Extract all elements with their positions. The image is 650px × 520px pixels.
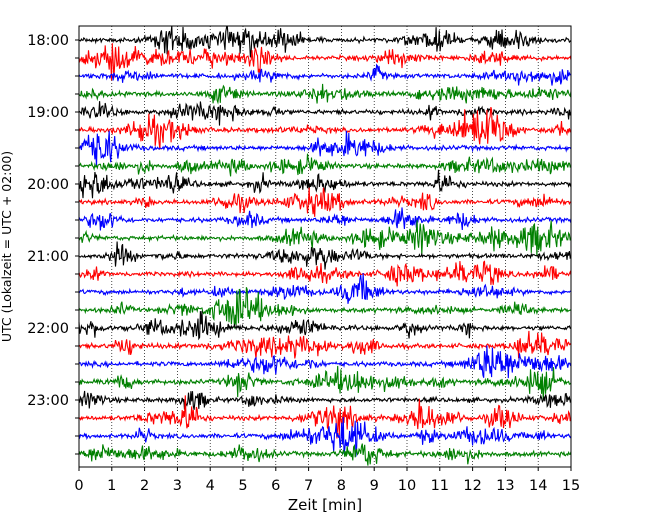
x-tick-label: 1 <box>107 478 116 494</box>
seismogram-trace <box>78 25 572 58</box>
seismogram-trace <box>78 395 572 439</box>
seismogram-trace <box>78 345 572 379</box>
y-tick-label: 18:00 <box>27 33 69 49</box>
x-tick-label: 15 <box>562 478 580 494</box>
seismogram-trace <box>78 101 572 126</box>
seismogram-trace <box>78 272 572 304</box>
x-tick-label: 0 <box>74 478 83 494</box>
y-axis: 18:00 19:00 20:00 21:00 22:00 23:00 <box>27 33 79 455</box>
x-tick-label: 3 <box>173 478 182 494</box>
seismogram-trace <box>79 130 572 168</box>
y-tick-label: 23:00 <box>27 393 69 409</box>
seismogram-trace <box>78 241 572 270</box>
seismogram-trace <box>78 220 572 257</box>
traces-group <box>78 25 572 466</box>
seismogram-trace <box>78 390 572 410</box>
x-tick-label: 11 <box>431 478 449 494</box>
x-tick-label: 10 <box>398 478 416 494</box>
seismogram-trace <box>78 106 572 150</box>
seismogram-trace <box>78 310 572 341</box>
y-tick-label: 22:00 <box>27 321 69 337</box>
seismogram-trace <box>78 287 572 329</box>
x-tick-label: 2 <box>140 478 149 494</box>
x-axis-label: Zeit [min] <box>288 496 362 514</box>
seismogram-trace <box>78 330 572 360</box>
y-axis-label: UTC (Lokalzeit = UTC + 02:00) <box>0 151 14 342</box>
x-axis: 0 1 2 3 4 5 6 7 8 9 10 11 12 13 14 15 <box>74 467 580 494</box>
x-tick-label: 8 <box>337 478 346 494</box>
x-tick-label: 7 <box>304 478 313 494</box>
x-tick-label: 9 <box>370 478 379 494</box>
y-tick-label: 19:00 <box>27 105 69 121</box>
seismogram-trace <box>78 207 572 231</box>
seismogram-trace <box>78 260 572 287</box>
seismogram-trace <box>78 365 572 400</box>
y-tick-label: 21:00 <box>27 249 69 265</box>
seismogram-trace <box>78 169 572 199</box>
plot-frame <box>78 25 572 468</box>
seismogram-trace <box>78 63 572 86</box>
x-tick-label: 12 <box>463 478 481 494</box>
y-tick-label: 20:00 <box>27 177 69 193</box>
seismogram-trace <box>78 417 572 457</box>
x-tick-label: 14 <box>529 478 547 494</box>
x-tick-label: 4 <box>206 478 215 494</box>
x-tick-label: 6 <box>271 478 280 494</box>
x-tick-label: 13 <box>496 478 514 494</box>
seismogram-trace <box>78 83 572 105</box>
seismogram-trace <box>78 443 572 466</box>
seismogram-trace <box>78 187 572 217</box>
seismogram-trace <box>78 43 572 81</box>
x-tick-label: 5 <box>238 478 247 494</box>
seismogram-trace <box>78 153 572 177</box>
